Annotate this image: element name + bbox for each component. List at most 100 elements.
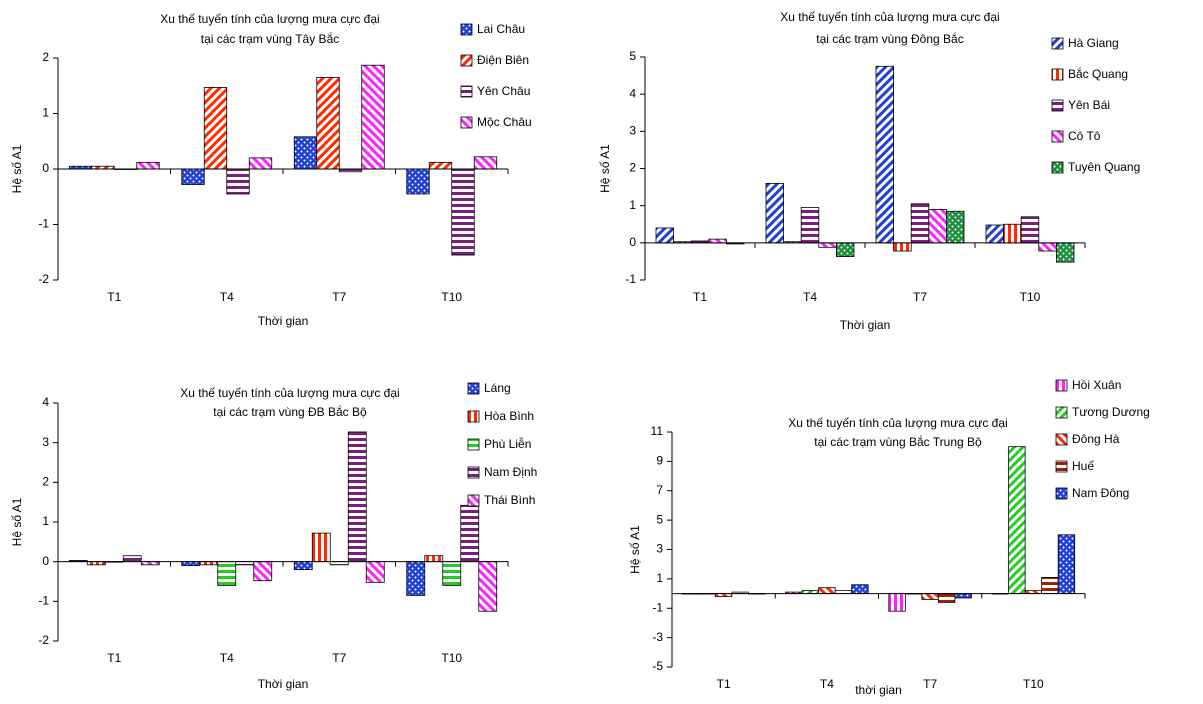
chart-title: tại các trạm vùng Đông Bắc (816, 31, 963, 46)
bar (181, 561, 201, 567)
y-axis-label: Hệ số A1 (598, 144, 612, 193)
bar (293, 561, 313, 571)
legend-label: Láng (484, 381, 511, 395)
x-tick-label: T1 (717, 677, 731, 691)
bar (424, 555, 444, 563)
bar (122, 555, 142, 563)
chart-title: Xu thế tuyến tính của lượng mưa cực đại (160, 12, 379, 26)
bar (851, 584, 869, 594)
legend-swatch (467, 494, 480, 507)
legend-label: Tuyên Quang (1068, 160, 1140, 174)
y-tick-label: 0 (42, 161, 49, 175)
legend-swatch (1055, 460, 1068, 473)
bar (800, 207, 820, 244)
bar (937, 593, 956, 603)
legend-swatch (467, 438, 480, 451)
y-tick-label: 1 (656, 571, 663, 585)
chart-title: tại các trạm vùng ĐB Bắc Bộ (213, 404, 367, 419)
bar (136, 161, 160, 170)
y-tick-label: -5 (652, 659, 663, 673)
x-axis-label: Thời gian (258, 314, 309, 328)
legend-swatch (1055, 487, 1068, 500)
y-tick-label: -1 (38, 594, 49, 608)
legend-label: Tương Dương (1072, 405, 1150, 419)
bar (347, 431, 367, 563)
x-tick-label: T7 (332, 290, 346, 304)
bar (361, 64, 385, 170)
y-tick-label: 1 (629, 198, 636, 212)
chart-title: Xu thế tuyến tính của lượng mưa cực đại (788, 416, 1007, 430)
chart-title: Xu thế tuyến tính của lượng mưa cực đại (180, 386, 399, 400)
bar (226, 168, 250, 195)
y-tick-label: 0 (629, 235, 636, 249)
x-tick-label: T4 (820, 677, 834, 691)
legend-label: Đông Hà (1072, 432, 1120, 446)
y-tick-label: -2 (38, 633, 49, 647)
y-tick-label: -2 (38, 272, 49, 286)
x-tick-label: T4 (803, 290, 817, 304)
legend-swatch (460, 54, 473, 67)
legend-label: Bắc Quang (1068, 66, 1128, 81)
y-tick-label: -1 (38, 217, 49, 231)
bar (1056, 242, 1075, 263)
legend-swatch (467, 466, 480, 479)
bar (406, 168, 430, 195)
bar (253, 561, 273, 582)
y-tick-label: 4 (629, 86, 636, 100)
y-tick-label: 9 (656, 454, 663, 468)
y-tick-label: -1 (652, 600, 663, 614)
bar (954, 593, 972, 599)
bar (1057, 534, 1076, 594)
y-tick-label: 1 (42, 514, 49, 528)
bar (1038, 242, 1057, 252)
legend-swatch (460, 116, 473, 129)
y-tick-label: 5 (629, 49, 636, 63)
y-tick-label: 3 (656, 542, 663, 556)
bar (365, 561, 385, 583)
bar (1041, 577, 1059, 594)
bar (293, 136, 318, 170)
legend-label: Yên Bái (1068, 98, 1110, 112)
bar (765, 182, 785, 244)
y-tick-label: 3 (629, 124, 636, 138)
bar (181, 168, 205, 185)
bar (473, 156, 498, 170)
bar (836, 242, 855, 257)
legend-swatch (460, 23, 473, 36)
y-axis-label: Hệ số A1 (10, 144, 24, 193)
bar (406, 561, 426, 596)
bar (875, 65, 895, 244)
bar (1008, 446, 1026, 594)
legend-label: Yên Châu (477, 84, 530, 98)
legend-label: Cô Tô (1068, 129, 1101, 143)
x-tick-label: T10 (441, 651, 462, 665)
bar (1020, 216, 1040, 244)
bar (921, 593, 939, 600)
bar (708, 238, 727, 244)
legend-swatch (1055, 406, 1068, 419)
x-tick-label: T7 (332, 651, 346, 665)
legend-swatch (467, 382, 480, 395)
bar (946, 210, 965, 244)
x-axis-label: Thời gian (258, 677, 309, 691)
y-tick-label: 11 (651, 424, 664, 438)
y-tick-label: 1 (42, 106, 49, 120)
y-tick-label: -3 (652, 630, 663, 644)
x-tick-label: T10 (1020, 290, 1041, 304)
x-tick-label: T1 (107, 651, 121, 665)
y-axis-label: Hệ số A1 (10, 497, 24, 546)
bar (910, 203, 930, 244)
bar (248, 157, 273, 170)
chart-title: Xu thế tuyến tính của lượng mưa cực đại (780, 10, 999, 24)
y-tick-label: 4 (42, 395, 49, 409)
y-tick-label: 0 (42, 554, 49, 568)
legend-swatch (1051, 68, 1064, 81)
bar (442, 561, 462, 586)
legend-label: Điện Biên (477, 53, 529, 67)
legend-swatch (1055, 379, 1068, 392)
bar (217, 561, 237, 586)
bar (893, 242, 912, 252)
bar (460, 504, 480, 563)
bar (818, 587, 836, 594)
